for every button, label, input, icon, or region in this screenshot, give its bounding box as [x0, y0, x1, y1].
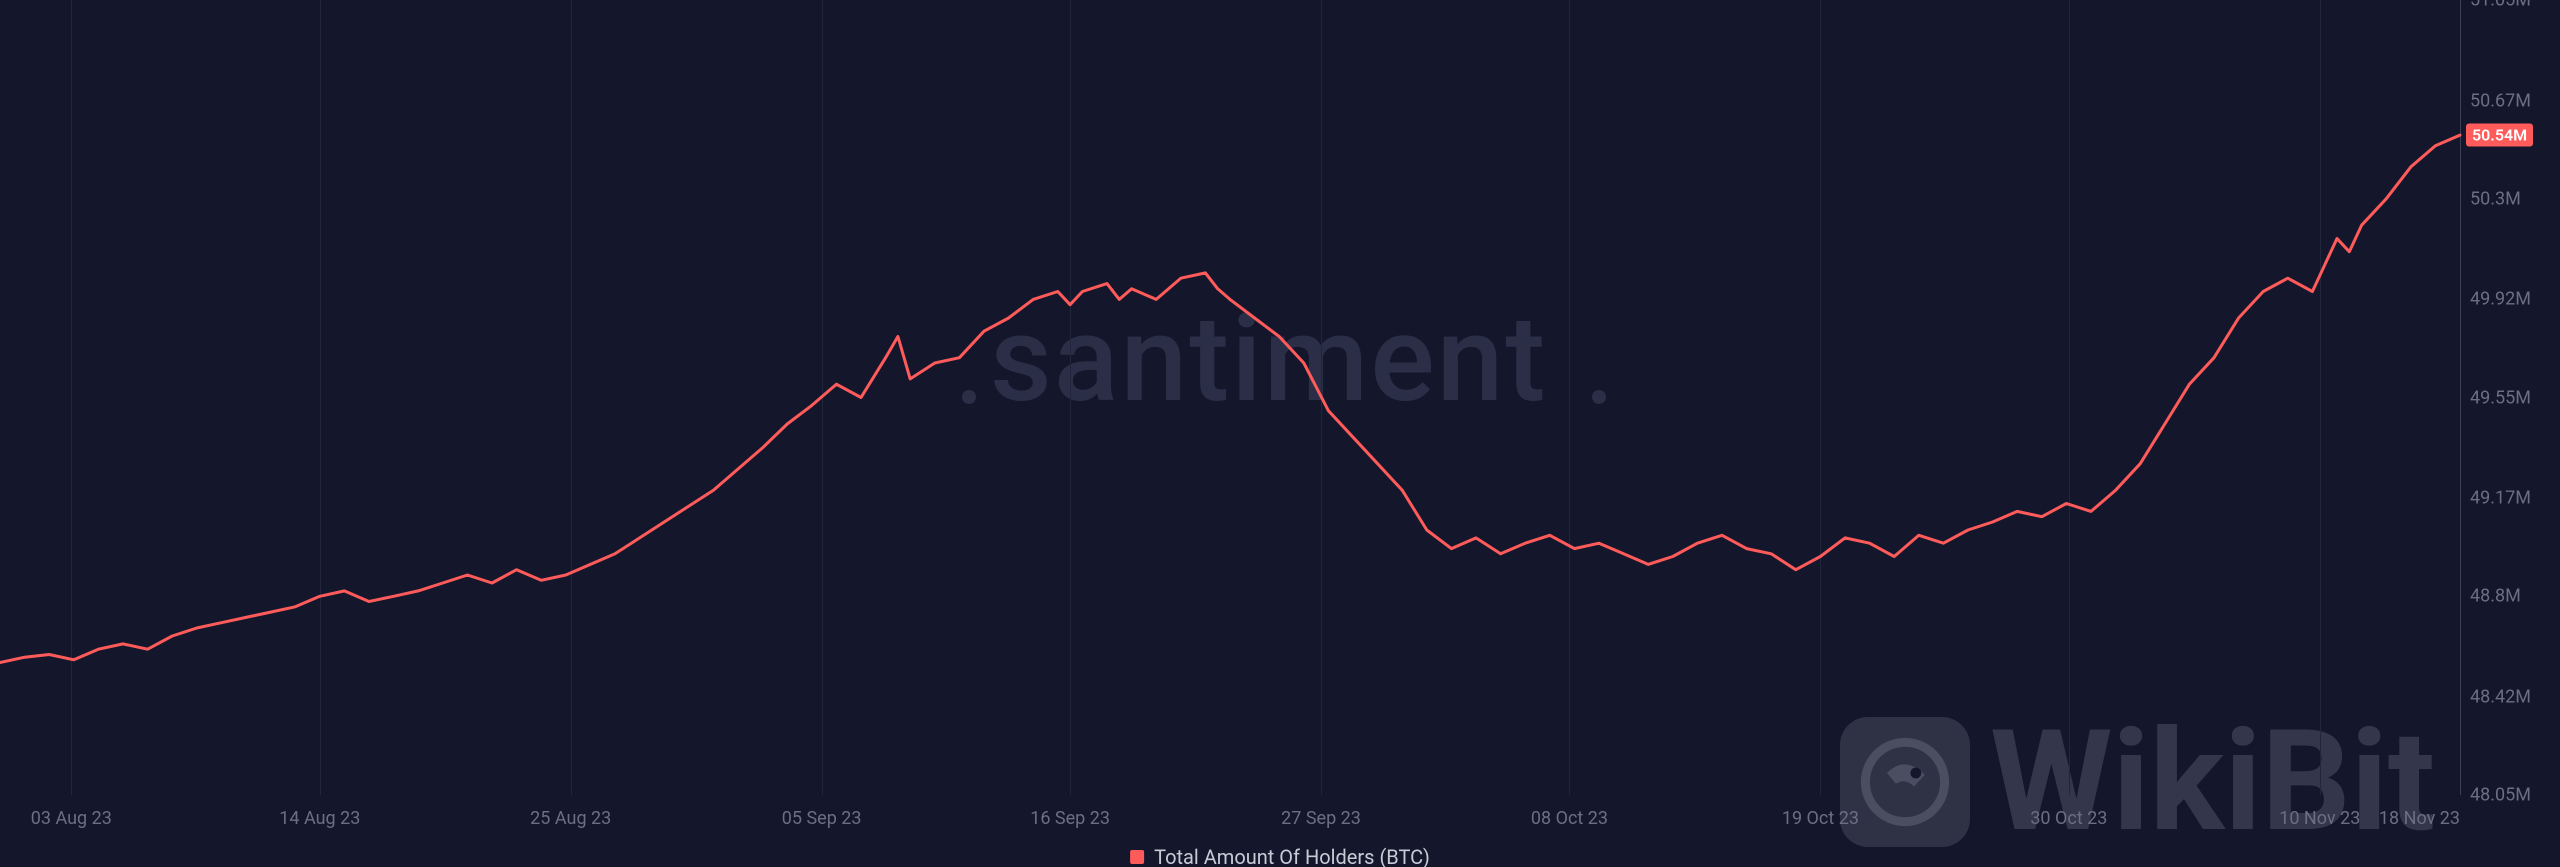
series-line — [0, 0, 2560, 867]
chart-root: 51.05M50.67M50.3M49.92M49.55M49.17M48.8M… — [0, 0, 2560, 867]
